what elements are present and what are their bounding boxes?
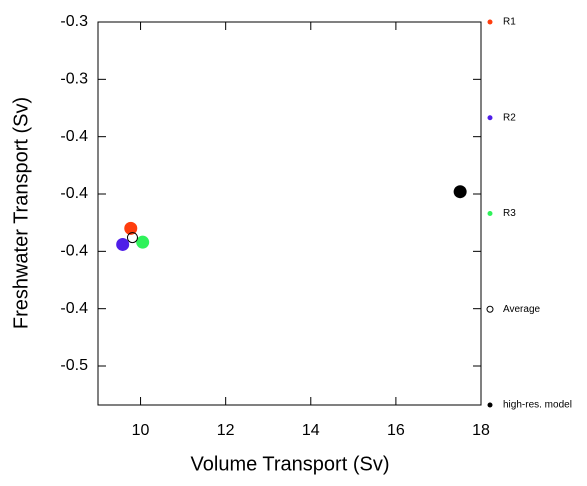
legend-marker <box>487 115 493 121</box>
y-axis-title: Freshwater Transport (Sv) <box>10 97 32 329</box>
legend-marker <box>487 211 493 216</box>
point <box>116 237 130 251</box>
legend-label: Average <box>503 304 541 315</box>
x-tick-label: 10 <box>132 422 150 439</box>
legend-label: R1 <box>503 17 516 28</box>
y-tick-label: -0.3 <box>60 71 88 88</box>
x-axis-title: Volume Transport (Sv) <box>191 453 390 475</box>
legend-label: high-res. model <box>503 400 572 411</box>
point <box>126 232 138 244</box>
y-tick-label: -0.4 <box>60 185 88 202</box>
y-tick-label: -0.4 <box>60 243 88 260</box>
legend-marker <box>487 402 493 408</box>
point <box>136 235 150 249</box>
y-tick-label: -0.4 <box>60 128 88 145</box>
point <box>453 185 467 199</box>
y-tick-label: -0.5 <box>60 357 88 374</box>
y-tick-label: -0.3 <box>60 13 88 30</box>
plot-frame <box>97 21 482 406</box>
x-tick-label: 14 <box>302 422 320 439</box>
legend-label: R3 <box>503 208 516 219</box>
x-tick-label: 16 <box>387 422 405 439</box>
legend-marker <box>487 19 493 25</box>
y-tick-label: -0.4 <box>60 300 88 317</box>
point <box>124 221 138 235</box>
legend-label: R2 <box>503 112 516 123</box>
legend-marker <box>486 305 494 313</box>
x-tick-label: 12 <box>217 422 235 439</box>
x-tick-label: 18 <box>472 422 490 439</box>
